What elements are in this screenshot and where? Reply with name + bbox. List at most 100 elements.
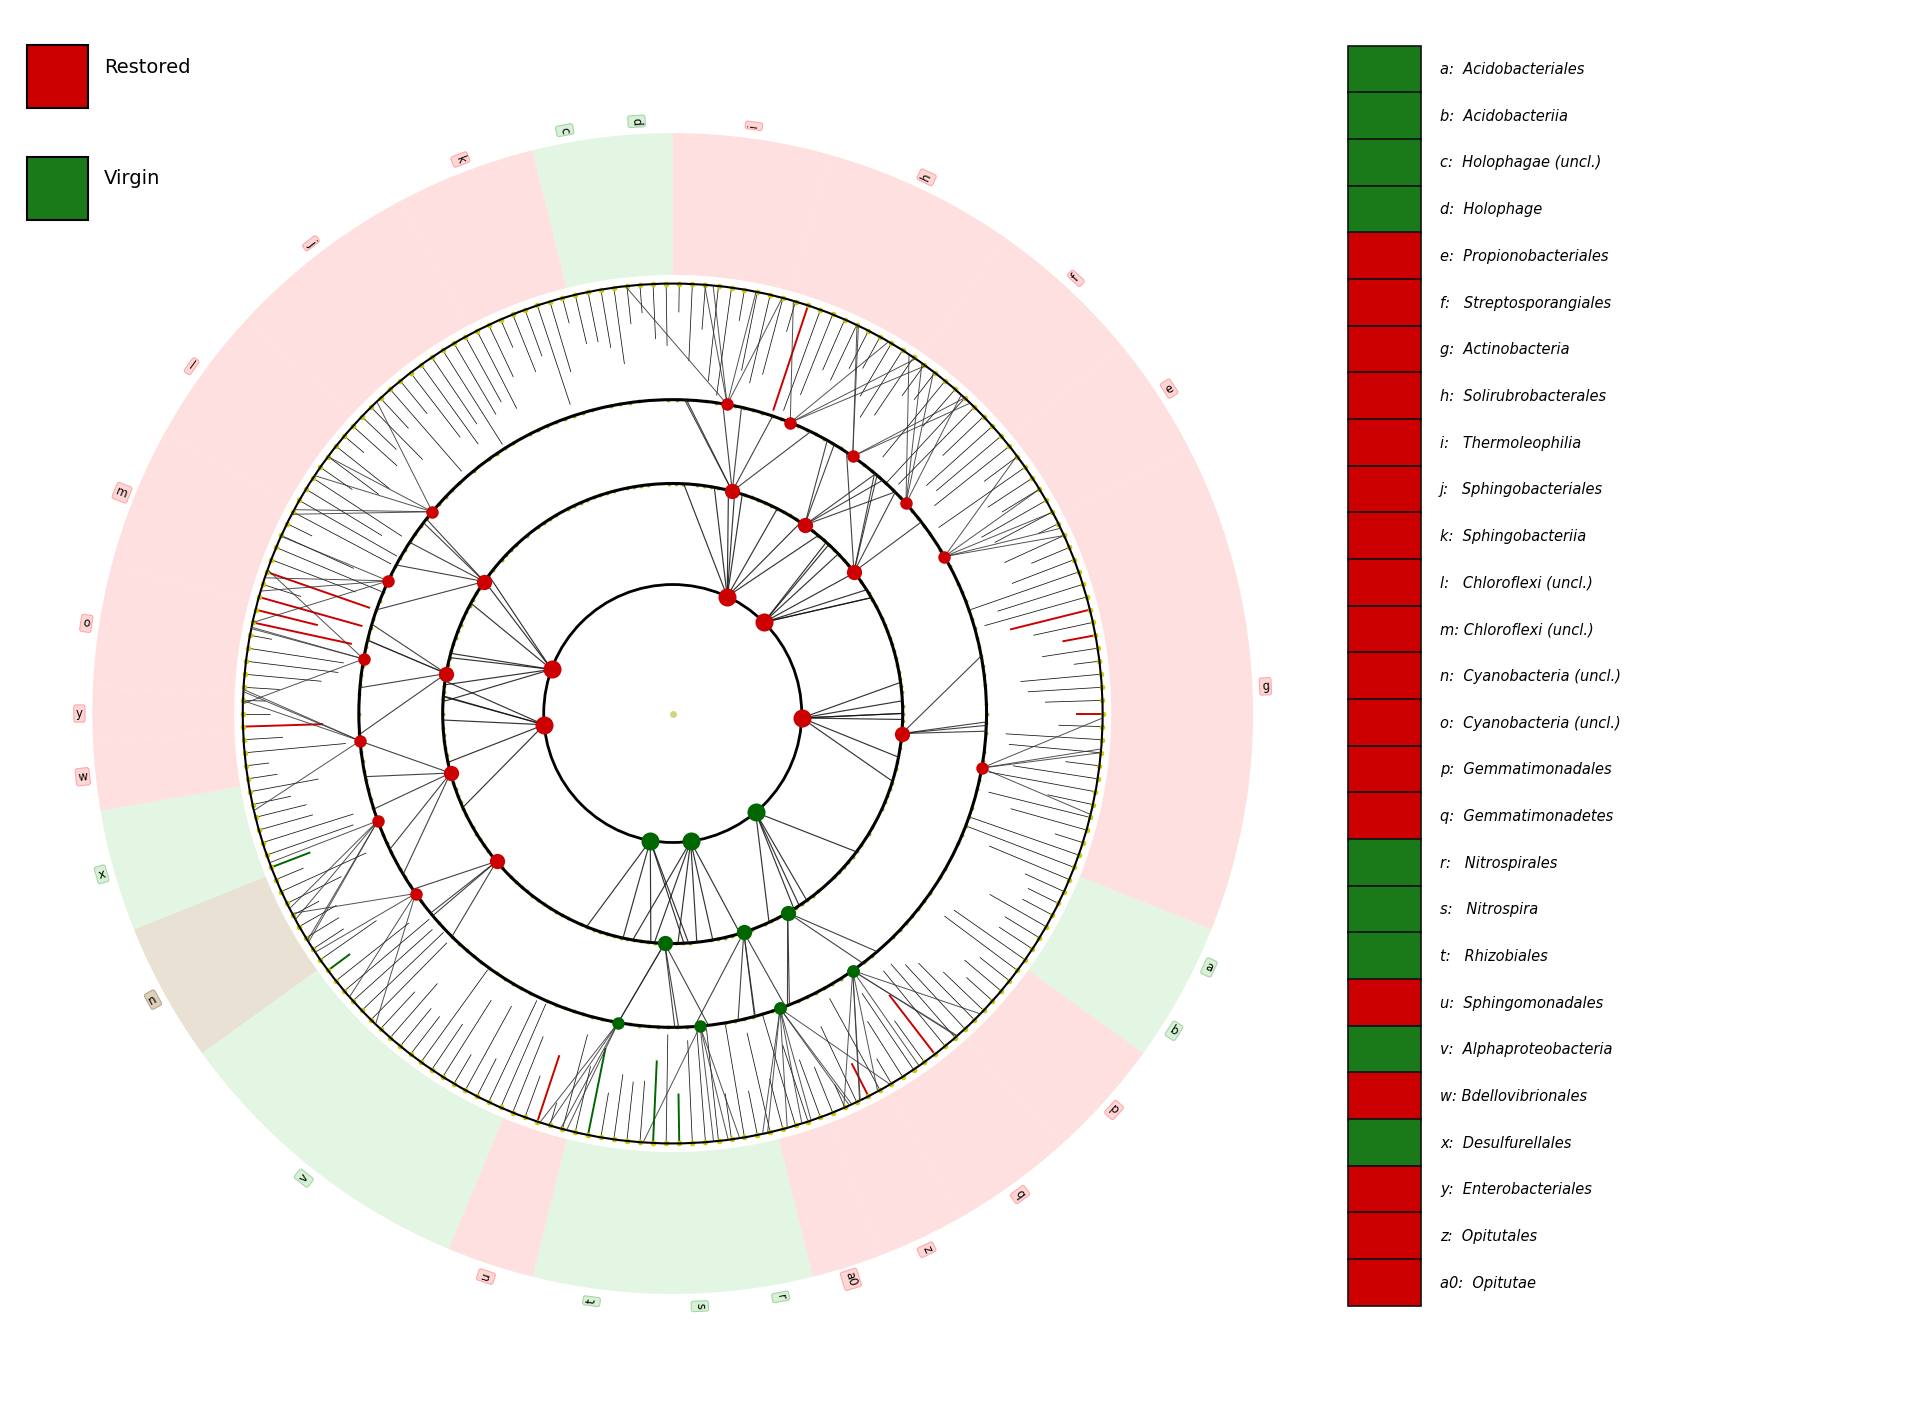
Text: g:  Actinobacteria: g: Actinobacteria — [1440, 342, 1570, 357]
FancyBboxPatch shape — [1347, 233, 1420, 280]
Text: b: b — [1167, 1023, 1180, 1039]
Text: j:   Sphingobacteriales: j: Sphingobacteriales — [1440, 482, 1603, 497]
Polygon shape — [92, 733, 240, 811]
Polygon shape — [532, 137, 619, 288]
Polygon shape — [163, 320, 352, 502]
Polygon shape — [924, 238, 1122, 435]
Polygon shape — [532, 1139, 659, 1294]
Text: h:  Solirubrobacterales: h: Solirubrobacterales — [1440, 390, 1607, 404]
Text: d:  Holophage: d: Holophage — [1440, 203, 1541, 217]
Text: t:   Rhizobiales: t: Rhizobiales — [1440, 949, 1547, 965]
Text: a0: a0 — [842, 1270, 859, 1289]
Polygon shape — [92, 565, 248, 694]
FancyBboxPatch shape — [1347, 465, 1420, 512]
Polygon shape — [1063, 450, 1253, 929]
Text: i: i — [748, 123, 761, 128]
Text: y: y — [75, 706, 83, 721]
Text: q: q — [1013, 1187, 1028, 1202]
Text: j: j — [306, 238, 317, 248]
FancyBboxPatch shape — [1347, 278, 1420, 327]
FancyBboxPatch shape — [1347, 325, 1420, 372]
Polygon shape — [778, 1123, 880, 1277]
FancyBboxPatch shape — [1347, 1166, 1420, 1213]
FancyBboxPatch shape — [1347, 652, 1420, 699]
FancyBboxPatch shape — [1347, 605, 1420, 654]
Text: l:   Chloroflexi (uncl.): l: Chloroflexi (uncl.) — [1440, 575, 1593, 591]
Text: q:  Gemmatimonadetes: q: Gemmatimonadetes — [1440, 809, 1613, 823]
Text: r:   Nitrospirales: r: Nitrospirales — [1440, 856, 1557, 870]
FancyBboxPatch shape — [1347, 1073, 1420, 1120]
Text: l: l — [186, 360, 196, 372]
Text: t: t — [584, 1299, 598, 1304]
Text: x: x — [96, 868, 108, 882]
Text: d: d — [630, 117, 644, 126]
FancyBboxPatch shape — [1347, 512, 1420, 559]
Polygon shape — [673, 133, 830, 291]
Text: y:  Enterobacteriales: y: Enterobacteriales — [1440, 1183, 1591, 1197]
FancyBboxPatch shape — [27, 157, 88, 220]
Polygon shape — [1028, 925, 1182, 1053]
Text: a0:  Opitutae: a0: Opitutae — [1440, 1276, 1536, 1291]
Text: v:  Alphaproteobacteria: v: Alphaproteobacteria — [1440, 1042, 1613, 1057]
Text: s: s — [694, 1303, 707, 1310]
Polygon shape — [100, 786, 265, 929]
Text: a:  Acidobacteriales: a: Acidobacteriales — [1440, 63, 1584, 77]
Text: b:  Acidobacteriia: b: Acidobacteriia — [1440, 108, 1568, 124]
FancyBboxPatch shape — [1347, 93, 1420, 140]
Polygon shape — [1013, 345, 1190, 514]
Polygon shape — [246, 201, 467, 415]
Text: v: v — [296, 1172, 311, 1184]
Text: c:  Holophagae (uncl.): c: Holophagae (uncl.) — [1440, 156, 1601, 170]
FancyBboxPatch shape — [1347, 839, 1420, 886]
Polygon shape — [655, 1149, 744, 1294]
Text: Virgin: Virgin — [104, 170, 160, 188]
Polygon shape — [727, 1139, 813, 1290]
Text: r: r — [775, 1293, 788, 1300]
Text: z:  Opitutales: z: Opitutales — [1440, 1229, 1538, 1244]
Text: e: e — [1163, 381, 1176, 397]
FancyBboxPatch shape — [1347, 1119, 1420, 1166]
Polygon shape — [792, 156, 1005, 354]
Text: s:   Nitrospira: s: Nitrospira — [1440, 902, 1538, 918]
Text: h: h — [919, 171, 934, 184]
Text: k: k — [454, 154, 467, 166]
Text: o:  Cyanobacteria (uncl.): o: Cyanobacteria (uncl.) — [1440, 715, 1620, 731]
Polygon shape — [92, 686, 234, 741]
FancyBboxPatch shape — [1347, 746, 1420, 793]
FancyBboxPatch shape — [1347, 932, 1420, 980]
FancyBboxPatch shape — [1347, 138, 1420, 186]
Text: m: m — [113, 485, 131, 501]
Polygon shape — [1057, 876, 1211, 993]
Polygon shape — [965, 970, 1144, 1146]
Text: k:  Sphingobacteriia: k: Sphingobacteriia — [1440, 529, 1586, 544]
Text: u:  Sphingomonadales: u: Sphingomonadales — [1440, 996, 1603, 1010]
FancyBboxPatch shape — [1347, 792, 1420, 839]
Text: x:  Desulfurellales: x: Desulfurellales — [1440, 1136, 1572, 1150]
Text: g: g — [1261, 679, 1269, 694]
Text: n:  Cyanobacteria (uncl.): n: Cyanobacteria (uncl.) — [1440, 669, 1620, 684]
Polygon shape — [448, 1117, 567, 1277]
Polygon shape — [202, 970, 504, 1249]
Polygon shape — [602, 133, 673, 278]
Text: i:   Thermoleophilia: i: Thermoleophilia — [1440, 435, 1582, 451]
FancyBboxPatch shape — [1347, 559, 1420, 606]
FancyBboxPatch shape — [1347, 979, 1420, 1026]
FancyBboxPatch shape — [1347, 886, 1420, 933]
Text: n: n — [146, 992, 160, 1007]
FancyBboxPatch shape — [1347, 699, 1420, 746]
Text: p:  Gemmatimonadales: p: Gemmatimonadales — [1440, 762, 1613, 778]
Text: w: w — [77, 769, 88, 783]
FancyBboxPatch shape — [1347, 1259, 1420, 1307]
Text: w: Bdellovibrionales: w: Bdellovibrionales — [1440, 1089, 1588, 1104]
Polygon shape — [135, 876, 317, 1053]
Text: p: p — [1107, 1103, 1121, 1117]
Text: f:   Streptosporangiales: f: Streptosporangiales — [1440, 295, 1611, 311]
FancyBboxPatch shape — [1347, 420, 1420, 467]
Polygon shape — [111, 434, 288, 601]
FancyBboxPatch shape — [1347, 1213, 1420, 1260]
FancyBboxPatch shape — [1347, 1026, 1420, 1073]
Text: f: f — [1071, 273, 1082, 284]
Text: u: u — [479, 1271, 494, 1283]
Text: m: Chloroflexi (uncl.): m: Chloroflexi (uncl.) — [1440, 622, 1593, 638]
Polygon shape — [890, 1040, 1061, 1217]
